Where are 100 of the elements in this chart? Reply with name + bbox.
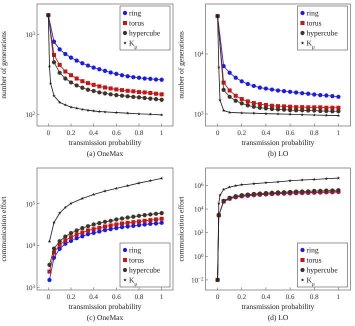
point [48,240,52,243]
point [264,112,268,116]
point [108,92,113,96]
point [318,108,322,114]
point [160,220,164,225]
point [69,235,73,240]
point [74,76,79,80]
point [282,108,286,112]
point [336,114,340,117]
point [86,63,90,68]
point [131,94,136,100]
point [137,90,141,94]
point [126,74,130,78]
point [142,213,147,218]
point [228,88,232,92]
point [92,88,96,94]
point [108,218,113,223]
point [58,47,62,52]
point [300,91,304,96]
point [126,88,130,93]
point [126,215,130,220]
point [142,76,147,81]
point [312,108,316,113]
point [258,102,262,106]
point [80,61,84,66]
point [126,224,130,229]
point [80,79,84,84]
point [148,90,152,95]
point [252,111,256,115]
point [252,84,256,88]
point [52,220,56,224]
point [252,104,256,109]
point [68,231,74,236]
point [120,222,124,226]
point [228,185,232,188]
point [97,229,102,234]
point [108,223,113,228]
point [148,218,152,222]
point [131,214,136,219]
point [142,90,147,94]
point [80,196,84,200]
point [148,112,152,116]
point [92,227,96,232]
point [64,206,67,209]
point [86,224,90,228]
point [294,108,298,112]
point [97,67,102,72]
point [336,106,340,110]
point [97,226,102,230]
point [92,65,96,70]
point [336,94,341,99]
point [252,182,256,186]
point [114,72,118,76]
point [120,94,124,98]
point [312,92,316,97]
point [114,110,118,114]
point [300,178,304,182]
point [240,101,244,106]
point [294,90,298,95]
point [80,234,84,238]
point [103,224,107,228]
point [228,70,232,75]
point [148,179,152,182]
point [131,75,136,80]
point [75,106,78,110]
point [240,97,244,102]
point [80,230,84,235]
point [103,85,107,90]
point [276,88,280,93]
point [288,179,292,182]
point [217,66,220,69]
point [234,76,238,80]
point [258,106,262,110]
point [246,103,250,108]
point [288,104,292,109]
point [240,111,244,114]
point [114,222,118,226]
point [52,60,56,64]
point [92,82,96,87]
point [148,76,152,81]
point [306,108,310,113]
point [58,70,62,75]
point [120,216,124,221]
point [69,73,73,78]
point [324,106,328,110]
point [48,82,52,85]
point [74,83,79,88]
point [52,40,56,44]
point [228,110,232,114]
point [47,262,52,268]
point [148,222,152,226]
point [92,192,96,196]
point [47,270,52,274]
point [217,202,220,205]
point [136,95,142,100]
point [58,211,62,215]
point [240,79,244,84]
point [92,230,96,235]
point [74,232,79,236]
point [142,218,147,223]
